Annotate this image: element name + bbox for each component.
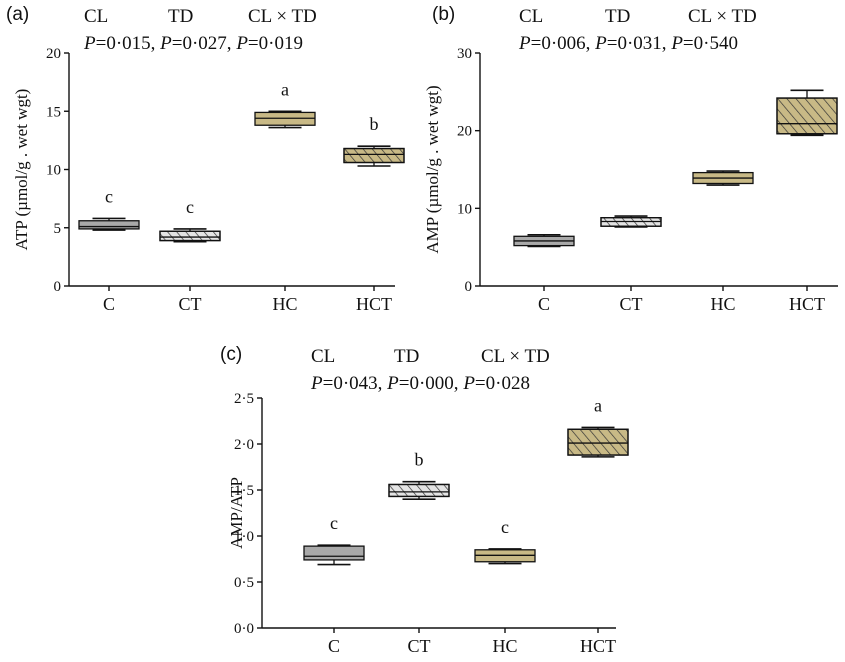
x-tick-label-hct: HCT bbox=[580, 636, 616, 656]
y-tick-label: 0·5 bbox=[234, 575, 254, 591]
box-hct bbox=[343, 145, 405, 167]
y-axis-label: AMP/ATP bbox=[227, 477, 246, 549]
stat-header-2: CL × TD bbox=[688, 6, 757, 27]
x-tick-label-ct: CT bbox=[178, 294, 201, 314]
box-hatch bbox=[343, 147, 405, 164]
panel-label: (a) bbox=[6, 4, 29, 25]
p-value-0: P=0·006, bbox=[518, 33, 595, 54]
y-tick-label: 10 bbox=[457, 201, 472, 217]
p-value-1: P=0·027, bbox=[159, 33, 236, 54]
p-value-2: P=0·019 bbox=[235, 33, 303, 54]
p-value-0: P=0·043, bbox=[310, 373, 387, 394]
box-hatch bbox=[776, 97, 838, 135]
y-tick-label: 2·5 bbox=[234, 391, 254, 407]
significance-letter: b bbox=[415, 450, 424, 470]
y-tick-label: 20 bbox=[457, 124, 472, 140]
box-hc bbox=[474, 548, 536, 565]
x-tick-label-hc: HC bbox=[492, 636, 517, 656]
box-c bbox=[513, 233, 575, 248]
x-tick-label-hc: HC bbox=[272, 294, 297, 314]
box-body bbox=[303, 545, 365, 561]
panel-2: (c) CL TD CL × TD P=0·043, P=0·000, P=0·028 0… bbox=[220, 344, 629, 656]
p-value-1: P=0·031, bbox=[594, 33, 671, 54]
stat-header-0: CL bbox=[84, 6, 108, 27]
panel-0: (a) CL TD CL × TD P=0·015, P=0·027, P=0·019 0… bbox=[6, 4, 405, 314]
y-axis-label: AMP (µmol/g . wet wgt) bbox=[423, 85, 442, 253]
box-body bbox=[78, 220, 140, 230]
stat-header-0: CL bbox=[311, 346, 335, 367]
y-tick-label: 2·0 bbox=[234, 437, 254, 453]
box-c bbox=[78, 217, 140, 231]
y-tick-label: 1·5 bbox=[234, 483, 254, 499]
box-ct bbox=[159, 228, 221, 243]
y-tick-label: 5 bbox=[54, 221, 62, 237]
p-value-0: P=0·015, bbox=[83, 33, 160, 54]
box-hatch bbox=[159, 230, 221, 242]
y-tick-label: 30 bbox=[457, 46, 472, 62]
box-c bbox=[303, 544, 365, 566]
significance-letter: c bbox=[330, 513, 338, 533]
significance-letter: c bbox=[501, 517, 509, 537]
p-values: P=0·043, P=0·000, P=0·028 bbox=[310, 373, 530, 394]
y-tick-label: 15 bbox=[46, 104, 61, 120]
stat-header-1: TD bbox=[605, 6, 630, 27]
x-tick-label-c: C bbox=[103, 294, 115, 314]
x-tick-label-c: C bbox=[538, 294, 550, 314]
p-values: P=0·015, P=0·027, P=0·019 bbox=[83, 33, 303, 54]
significance-letter: b bbox=[370, 114, 379, 134]
stat-header-2: CL × TD bbox=[481, 346, 550, 367]
box-hatch bbox=[567, 428, 629, 456]
box-hct bbox=[567, 426, 629, 458]
y-axis-label: ATP (µmol/g . wet wgt) bbox=[12, 89, 31, 251]
significance-letter: a bbox=[281, 79, 289, 99]
panel-label: (b) bbox=[432, 4, 455, 25]
y-tick-label: 0·0 bbox=[234, 621, 254, 637]
stat-header-1: TD bbox=[168, 6, 193, 27]
x-tick-label-hct: HCT bbox=[356, 294, 392, 314]
panel-label: (c) bbox=[220, 344, 242, 365]
x-tick-label-hct: HCT bbox=[789, 294, 825, 314]
p-value-2: P=0·540 bbox=[670, 33, 738, 54]
significance-letter: c bbox=[186, 197, 194, 217]
box-hc bbox=[692, 170, 754, 186]
x-tick-label-ct: CT bbox=[619, 294, 642, 314]
box-hct bbox=[776, 89, 838, 137]
y-tick-label: 0 bbox=[54, 279, 62, 295]
y-tick-label: 10 bbox=[46, 163, 61, 179]
significance-letter: c bbox=[105, 186, 113, 206]
y-tick-label: 1·0 bbox=[234, 529, 254, 545]
p-values: P=0·006, P=0·031, P=0·540 bbox=[518, 33, 738, 54]
x-tick-label-hc: HC bbox=[710, 294, 735, 314]
stat-header-2: CL × TD bbox=[248, 6, 317, 27]
significance-letter: a bbox=[594, 395, 602, 415]
box-hatch bbox=[388, 483, 450, 498]
box-ct bbox=[388, 480, 450, 501]
y-tick-label: 0 bbox=[465, 279, 473, 295]
p-value-2: P=0·028 bbox=[462, 373, 530, 394]
stat-header-0: CL bbox=[519, 6, 543, 27]
x-tick-label-ct: CT bbox=[407, 636, 430, 656]
y-tick-label: 20 bbox=[46, 46, 61, 62]
stat-header-1: TD bbox=[394, 346, 419, 367]
box-ct bbox=[600, 215, 662, 228]
panel-1: (b) CL TD CL × TD P=0·006, P=0·031, P=0·540 0… bbox=[423, 4, 838, 314]
x-tick-label-c: C bbox=[328, 636, 340, 656]
p-value-1: P=0·000, bbox=[386, 373, 463, 394]
box-hc bbox=[254, 110, 316, 129]
